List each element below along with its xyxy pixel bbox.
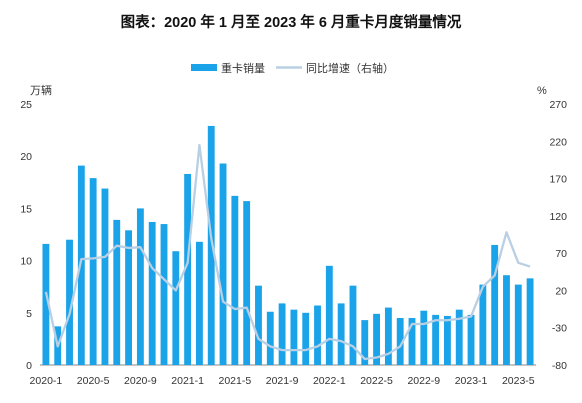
bar (290, 309, 298, 365)
bar (455, 309, 463, 365)
bar (89, 178, 97, 365)
bar (384, 307, 392, 365)
x-tick-label: 2020-9 (124, 375, 157, 387)
bar (361, 320, 369, 365)
bar (113, 219, 121, 365)
left-tick-label: 0 (26, 360, 32, 372)
bar (467, 314, 475, 365)
growth-rate-line (44, 143, 531, 361)
x-tick-label: 2022-5 (360, 375, 393, 387)
bar (408, 318, 416, 365)
legend-label-bars: 重卡销量 (221, 61, 265, 75)
left-tick-label: 5 (26, 308, 32, 320)
right-tick-label: 120 (549, 211, 567, 223)
legend-label-line: 同比增速（右轴） (306, 61, 394, 75)
x-tick-label: 2020-1 (30, 375, 63, 387)
bar (349, 285, 357, 365)
bar (231, 195, 239, 365)
bar (514, 284, 522, 365)
x-tick-label: 2023-1 (455, 375, 488, 387)
right-tick-label: 20 (555, 285, 567, 297)
right-tick-label: -80 (552, 360, 567, 372)
left-tick-label: 20 (20, 151, 32, 163)
bar (172, 251, 180, 365)
x-tick-label: 2021-9 (266, 375, 299, 387)
bar (219, 163, 227, 365)
bar (444, 315, 451, 365)
bar (42, 243, 50, 365)
bar (325, 265, 333, 365)
bar (207, 125, 215, 365)
bar (337, 303, 345, 365)
chart-legend: 重卡销量 同比增速（右轴） (191, 61, 394, 75)
x-tick-label: 2020-5 (77, 375, 110, 387)
bar (77, 165, 85, 365)
bar (278, 303, 286, 365)
x-tick-label: 2021-5 (219, 375, 252, 387)
left-axis-unit: 万辆 (30, 83, 52, 97)
left-tick-label: 10 (20, 256, 32, 268)
x-tick-label: 2022-1 (313, 375, 346, 387)
left-tick-label: 25 (20, 99, 32, 111)
line-series (44, 143, 531, 361)
bar (266, 311, 274, 365)
chart-title: 图表：2020 年 1 月至 2023 年 6 月重卡月度销量情况 (121, 13, 462, 31)
left-tick-label: 15 (20, 203, 32, 215)
x-tick-label: 2021-1 (171, 375, 204, 387)
bar (196, 241, 203, 365)
bar (526, 278, 534, 365)
bar (479, 284, 487, 365)
x-tick-label: 2022-9 (407, 375, 440, 387)
bar (491, 244, 499, 365)
bar (136, 208, 144, 365)
right-axis-unit: % (537, 85, 547, 97)
bar (373, 313, 380, 365)
x-tick-label: 2023-5 (502, 375, 535, 387)
bar (396, 318, 404, 365)
bar (101, 188, 109, 365)
bar (302, 312, 310, 365)
right-tick-label: 270 (549, 99, 567, 111)
bar (184, 173, 192, 365)
left-axis-ticks: 0 5 10 15 20 25 (20, 99, 32, 372)
right-tick-label: -30 (552, 323, 567, 335)
bar-series (42, 125, 534, 365)
bar (148, 221, 156, 365)
bar (160, 224, 168, 365)
right-axis-ticks: -80 -30 20 70 120 170 220 270 (549, 99, 567, 372)
bar (255, 285, 262, 365)
x-axis-ticks: 2020-1 2020-5 2020-9 2021-1 2021-5 2021-9 2022… (30, 375, 535, 387)
legend-swatch-bars (191, 64, 217, 71)
right-tick-label: 170 (549, 174, 567, 186)
bar (314, 305, 321, 365)
bar (432, 314, 440, 365)
right-tick-label: 70 (555, 248, 567, 260)
right-tick-label: 220 (549, 136, 567, 148)
bar (66, 239, 73, 365)
bar (243, 201, 251, 365)
bar (503, 275, 510, 365)
bar (125, 230, 132, 365)
bar (420, 310, 428, 365)
